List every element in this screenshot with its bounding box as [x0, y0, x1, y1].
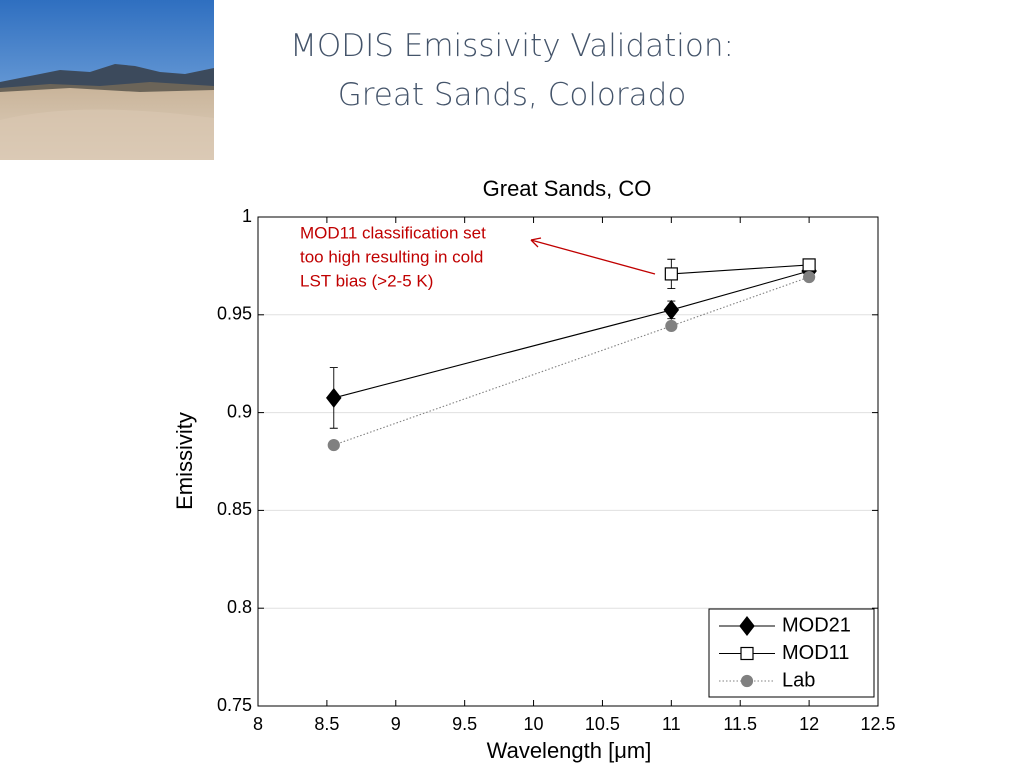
- x-tick-label: 11.5: [723, 714, 757, 734]
- legend-label: MOD11: [782, 642, 849, 664]
- x-tick-label: 10: [524, 714, 544, 734]
- landscape-photo: [0, 0, 214, 160]
- plot-frame: [257, 216, 879, 707]
- data-point: [327, 438, 340, 452]
- y-tick-label: 0.95: [217, 304, 252, 324]
- annotation-text: LST bias (>2-5 K): [300, 271, 433, 290]
- annotation-arrow: [530, 239, 656, 275]
- y-axis-label: Emissivity: [172, 412, 197, 510]
- x-axis-label: Wavelength [μm]: [487, 738, 652, 763]
- annotation-text: too high resulting in cold: [300, 247, 483, 266]
- x-tick-label: 12: [799, 714, 819, 734]
- legend-marker: [739, 616, 755, 636]
- data-point: [664, 267, 678, 281]
- legend-label: MOD21: [782, 614, 851, 636]
- y-tick-label: 0.8: [227, 597, 252, 617]
- data-point: [802, 258, 816, 272]
- series-line: [671, 264, 810, 275]
- legend-label: Lab: [782, 669, 815, 691]
- y-tick-label: 0.85: [217, 499, 252, 519]
- y-tick-label: 0.75: [217, 695, 252, 715]
- annotation-text: MOD11 classification set: [300, 223, 486, 242]
- series-line: [333, 276, 810, 446]
- data-point: [665, 319, 678, 333]
- x-tick-label: 9.5: [452, 714, 477, 734]
- x-tick-label: 10.5: [585, 714, 620, 734]
- data-point: [803, 270, 816, 284]
- legend-marker: [740, 646, 754, 661]
- y-tick-label: 1: [242, 206, 252, 226]
- data-point: [326, 387, 342, 408]
- chart-title: Great Sands, CO: [483, 176, 652, 201]
- x-tick-label: 8: [253, 714, 263, 734]
- legend-marker: [740, 674, 754, 688]
- slide-title: MODIS Emissivity Validation:: [290, 28, 734, 64]
- annotation-arrowhead: [530, 237, 542, 248]
- x-tick-label: 9: [391, 714, 401, 734]
- data-point: [663, 299, 680, 320]
- y-tick-label: 0.9: [227, 401, 252, 421]
- x-tick-label: 8.5: [314, 714, 339, 734]
- x-tick-label: 11: [662, 714, 681, 734]
- x-tick-label: 12.5: [860, 714, 895, 734]
- slide-title: Great Sands, Colorado: [337, 77, 687, 113]
